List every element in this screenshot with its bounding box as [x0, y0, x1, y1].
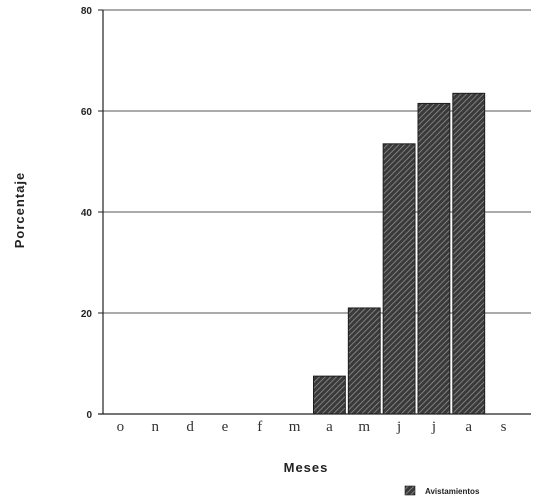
x-tick-label: a: [465, 419, 472, 435]
x-axis-title: Meses: [284, 460, 329, 475]
bar-a-10: [452, 92, 486, 415]
legend-label: Avistamientos: [425, 487, 480, 496]
x-tick-label: j: [431, 419, 436, 435]
bars: [313, 92, 486, 415]
legend-swatch: [404, 485, 416, 496]
x-tick-label: m: [358, 419, 370, 435]
x-tick-label: n: [152, 419, 160, 435]
x-tick-label: j: [396, 419, 401, 435]
y-tick-label: 0: [86, 410, 92, 421]
x-tick-label: d: [186, 419, 194, 435]
x-tick-label: a: [326, 419, 333, 435]
y-tick-label: 40: [81, 208, 93, 219]
y-axis-ticks: 0 20 40 60 80: [81, 6, 103, 421]
y-axis-title: Porcentaje: [12, 172, 27, 248]
bar-j-9: [417, 102, 451, 415]
x-tick-label: o: [117, 419, 125, 435]
bar-j-8: [382, 143, 416, 415]
x-tick-label: m: [289, 419, 301, 435]
x-tick-label: s: [501, 419, 507, 435]
x-tick-label: f: [257, 419, 262, 435]
y-tick-label: 60: [81, 107, 93, 118]
x-tick-label: e: [222, 419, 229, 435]
bar-a-6: [313, 375, 346, 415]
axes: [98, 10, 531, 415]
y-tick-label: 80: [81, 6, 93, 17]
y-tick-label: 20: [81, 309, 93, 320]
bar-m-7: [347, 307, 381, 415]
legend: Avistamientos: [404, 485, 480, 496]
